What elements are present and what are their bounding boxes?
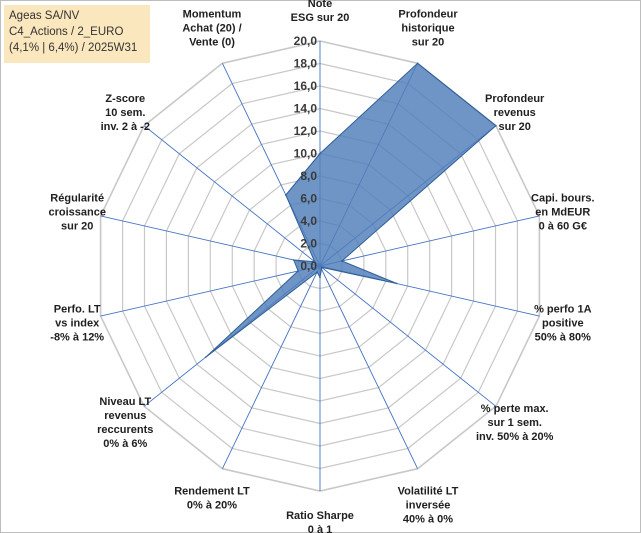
axis-label: Ratio Sharpe 0 à 1: [286, 510, 354, 533]
series-point: [316, 271, 318, 273]
axis-label: Z-score 10 sem. inv. 2 à -2: [101, 93, 150, 133]
radar-spoke: [221, 265, 321, 469]
axis-label: Profondeur revenus sur 20: [485, 93, 545, 133]
axis-label-line: 0 à 60 G€: [539, 221, 587, 233]
axis-label-line: vs index: [55, 317, 100, 329]
series-point: [396, 282, 398, 285]
axis-label: % perte max. sur 1 sem. inv. 50% à 20%: [476, 403, 554, 443]
radar-series: [204, 62, 497, 359]
axis-label-line: 0% à 6%: [103, 438, 147, 450]
axis-label-line: Profondeur: [398, 9, 458, 21]
axis-label: Rendement LT 0% à 20%: [174, 485, 250, 511]
axis-label-line: % perfo 1A: [534, 303, 592, 315]
tick-label: 20,0: [294, 34, 318, 48]
axis-label-line: sur 1 sem.: [487, 417, 541, 429]
axis-label-line: inv. 50% à 20%: [476, 431, 554, 443]
axis-label-line: Niveau LT: [99, 396, 151, 408]
axis-label-line: Volatilité LT: [398, 485, 459, 497]
series-point: [204, 356, 207, 359]
axis-label: Capi. bours. en MdEUR 0 à 60 G€: [531, 193, 595, 233]
axis-label-line: -8% à 12%: [50, 331, 104, 343]
axis-label-line: Perfo. LT: [54, 303, 101, 315]
series-point: [297, 270, 299, 272]
axis-label-line: sur 20: [412, 37, 444, 49]
tick-label: 16,0: [294, 79, 318, 93]
axis-label: Note ESG sur 20: [291, 0, 350, 24]
axis-label: Régularité croissance sur 20: [48, 193, 105, 233]
info-box-company: Ageas SA/NV: [9, 10, 80, 22]
series-point: [495, 124, 497, 127]
series-point: [321, 266, 323, 269]
tick-label: 12,0: [294, 124, 318, 138]
axis-label-line: inv. 2 à -2: [101, 121, 150, 133]
axis-label-line: reccurents: [97, 424, 153, 436]
axis-label-line: Capi. bours.: [531, 193, 595, 205]
axis-label-line: Achat (20) /: [182, 23, 241, 35]
axis-label-line: historique: [401, 23, 454, 35]
axis-label-line: Profondeur: [485, 93, 545, 105]
series-point: [416, 62, 419, 65]
tick-label: 18,0: [294, 57, 318, 71]
tick-label: 0,0: [300, 259, 317, 273]
axis-label-line: sur 20: [498, 121, 530, 133]
axis-label-line: ESG sur 20: [291, 12, 350, 24]
axis-label-line: revenus: [104, 410, 146, 422]
axis-label-line: 0 à 1: [308, 524, 332, 533]
series-point: [285, 194, 287, 196]
tick-label: 2,0: [300, 237, 317, 251]
axis-label-line: 0% à 20%: [187, 499, 237, 511]
series-point: [320, 268, 323, 270]
tick-label: 6,0: [300, 192, 317, 206]
axis-label-line: % perte max.: [481, 403, 549, 415]
radar-spoke: [319, 215, 540, 267]
axis-label-line: 50% à 80%: [535, 331, 591, 343]
axis-label-line: Momentum: [183, 9, 242, 21]
tick-label: 8,0: [300, 169, 317, 183]
radar-spoke: [319, 265, 497, 407]
axis-label-line: 10 sem.: [105, 107, 145, 119]
radar-tick-labels: 0,0 2,0 4,0 6,0 8,0 10,0 12,0 14,0 16,0 18,0 20,0: [294, 34, 318, 273]
series-point: [313, 261, 316, 263]
axis-label-line: Z-score: [105, 93, 145, 105]
tick-label: 4,0: [300, 214, 317, 228]
axis-label-line: revenus: [494, 107, 536, 119]
tick-label: 10,0: [294, 147, 318, 161]
series-point: [292, 259, 295, 261]
axis-label: Perfo. LT vs index -8% à 12%: [50, 303, 104, 343]
radar-spoke: [143, 125, 321, 267]
axis-label: % perfo 1A positive 50% à 80%: [534, 303, 592, 343]
axis-label-line: Ratio Sharpe: [286, 510, 354, 522]
series-point: [341, 260, 343, 262]
info-box: Ageas SA/NV C4_Actions / 2_EURO (4,1% | …: [4, 5, 150, 63]
series-point: [319, 276, 321, 279]
axis-label-line: croissance: [48, 207, 105, 219]
radar-spoke: [100, 265, 321, 317]
info-box-period: (4,1% | 6,4%) / 2025W31: [9, 42, 138, 54]
axis-label-line: Rendement LT: [174, 485, 250, 497]
info-box-category: C4_Actions / 2_EURO: [9, 26, 124, 38]
radar-spoke: [100, 215, 321, 267]
radar-axis-labels: Note ESG sur 20 Profondeur historique sur 20…: [48, 0, 594, 533]
axis-label-line: Régularité: [50, 193, 104, 205]
radar-spoke: [319, 265, 419, 469]
axis-label-line: 40% à 0%: [403, 513, 453, 525]
axis-label-line: inversée: [406, 499, 451, 511]
axis-label-line: positive: [542, 317, 584, 329]
axis-label: Profondeur historique sur 20: [398, 9, 458, 49]
axis-label-line: Note: [308, 0, 332, 10]
axis-label: Volatilité LT inversée 40% à 0%: [398, 485, 459, 525]
axis-label-line: sur 20: [61, 221, 93, 233]
axis-label-line: en MdEUR: [535, 207, 590, 219]
tick-label: 14,0: [294, 102, 318, 116]
axis-label: Momentum Achat (20) / Vente (0): [182, 9, 241, 49]
axis-label-line: Vente (0): [189, 37, 235, 49]
series-point: [319, 152, 321, 155]
axis-label: Niveau LT revenus reccurents 0% à 6%: [97, 396, 153, 450]
